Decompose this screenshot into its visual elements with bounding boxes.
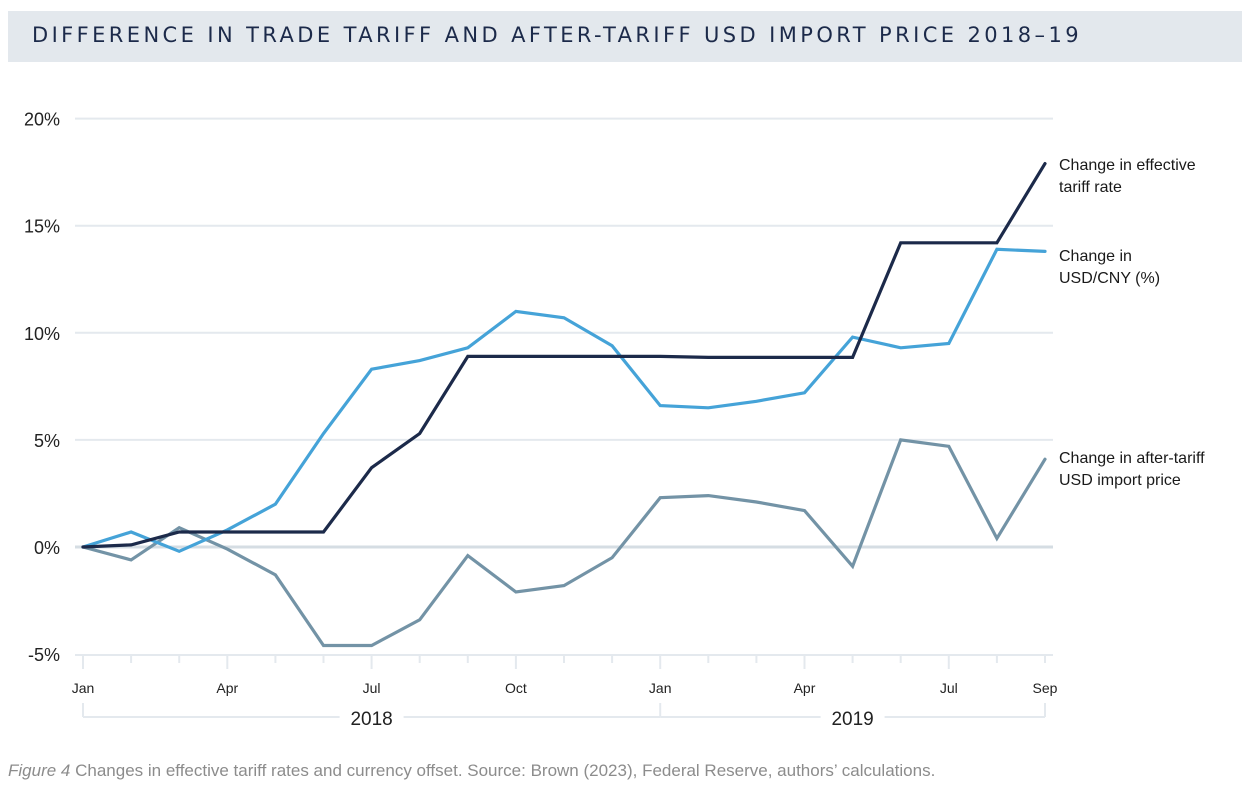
x-tick-label: Apr xyxy=(216,680,238,696)
x-tick-label: Jan xyxy=(72,680,95,696)
figure-label: Figure 4 xyxy=(8,761,71,780)
series-line xyxy=(81,162,1047,549)
series-line xyxy=(81,247,1047,554)
series-labels: Change in effective tariff rate Change in U… xyxy=(1059,157,1205,489)
year-label: 2019 xyxy=(831,709,873,730)
x-tick-label: Jul xyxy=(940,680,958,696)
series-label-line: USD/CNY (%) xyxy=(1059,270,1160,287)
x-tick-label: Oct xyxy=(505,680,527,696)
x-tick-label: Sep xyxy=(1033,680,1058,696)
y-tick-label: 20% xyxy=(24,110,60,130)
x-axis: Jan Apr Jul Oct Jan Apr Jul Sep 2018 2019 xyxy=(72,654,1058,730)
series-label-line: Change in after-tariff xyxy=(1059,450,1205,467)
grid-lines xyxy=(75,117,1053,549)
y-tick-label: -5% xyxy=(28,645,60,665)
x-tick-label: Jan xyxy=(649,680,672,696)
series-line xyxy=(81,438,1047,648)
series-lines xyxy=(81,162,1047,648)
y-tick-label: 10% xyxy=(24,324,60,344)
series-label: Change in after-tariff USD import price xyxy=(1059,450,1205,489)
series-label-line: USD import price xyxy=(1059,472,1181,489)
chart-title: DIFFERENCE IN TRADE TARIFF AND AFTER-TAR… xyxy=(32,23,1082,47)
caption-text: Changes in effective tariff rates and cu… xyxy=(70,761,936,780)
year-label: 2018 xyxy=(350,709,392,730)
y-tick-label: 5% xyxy=(34,431,60,451)
x-tick-label: Apr xyxy=(794,680,816,696)
series-label: Change in USD/CNY (%) xyxy=(1059,248,1160,287)
x-tick-label: Jul xyxy=(363,680,381,696)
series-label-line: Change in effective xyxy=(1059,157,1196,174)
title-bar: DIFFERENCE IN TRADE TARIFF AND AFTER-TAR… xyxy=(8,11,1242,62)
y-tick-label: 15% xyxy=(24,217,60,237)
series-label-line: tariff rate xyxy=(1059,179,1122,196)
series-label: Change in effective tariff rate xyxy=(1059,157,1196,196)
figure-caption: Figure 4 Changes in effective tariff rat… xyxy=(8,761,935,781)
y-tick-label: 0% xyxy=(34,538,60,558)
y-axis-tick-labels: -5% 0% 5% 10% 15% 20% xyxy=(24,110,60,665)
series-label-line: Change in xyxy=(1059,248,1132,265)
